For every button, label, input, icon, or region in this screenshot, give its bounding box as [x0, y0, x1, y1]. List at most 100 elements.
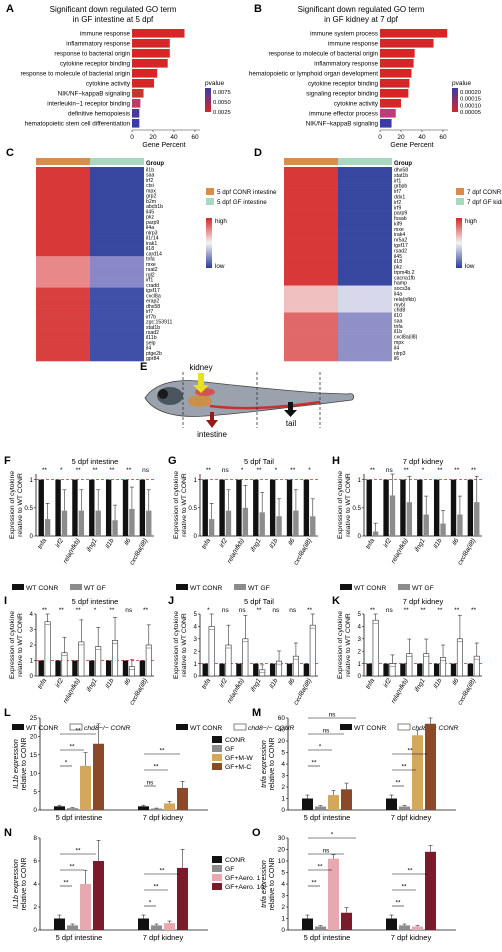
- y-tick-label: 5: [281, 870, 285, 877]
- legend-label: GF+M-C: [225, 764, 251, 771]
- heatmap-cell: [90, 340, 144, 346]
- heatmap-cell: [90, 324, 144, 330]
- heatmap-cell: [90, 308, 144, 315]
- bar: [386, 918, 397, 930]
- bar-control: [122, 660, 129, 676]
- x-axis-label: Gene Percent: [390, 142, 433, 149]
- bar: [54, 918, 65, 930]
- y-axis-label: Expression of cytokine: [9, 611, 16, 679]
- significance-label: **: [454, 467, 460, 474]
- heatmap-cell: [284, 220, 338, 227]
- heatmap-cell: [90, 250, 144, 257]
- go-bar: [380, 69, 412, 78]
- heatmap-cell: [338, 172, 392, 179]
- scale-colorbar: [206, 218, 212, 268]
- heatmap-cell: [284, 215, 338, 222]
- chart-title: Significant down regulated GO term: [298, 5, 425, 14]
- legend-swatch: [12, 584, 24, 590]
- bar: [412, 735, 423, 810]
- y-tick-label: 0: [30, 533, 34, 540]
- gene-tick-label: tnfa: [37, 537, 49, 550]
- significance-label: **: [75, 848, 81, 855]
- x-axis-label: Gene Percent: [142, 142, 185, 149]
- significance-label: **: [454, 607, 460, 614]
- bar: [164, 923, 175, 930]
- x-tick-label: 60: [439, 134, 447, 141]
- heatmap-cell: [284, 264, 338, 270]
- heatmap-cell: [36, 292, 90, 299]
- heatmap-cell: [90, 298, 144, 304]
- heatmap-cell: [284, 307, 338, 313]
- y-tick-label: 25: [30, 715, 38, 722]
- significance-label: ns: [222, 467, 230, 474]
- heatmap-cell: [284, 355, 338, 362]
- significance-label: **: [370, 467, 376, 474]
- gene-label: il11b: [146, 335, 157, 341]
- heatmap-cell: [338, 274, 392, 281]
- significance-label: **: [59, 607, 65, 614]
- heatmap-cell: [284, 290, 338, 297]
- gene-label: irak1: [146, 241, 157, 247]
- chart-title: in GF kidney at 7 dpf: [324, 15, 399, 24]
- y-axis-label: tnfa expression: [261, 740, 268, 788]
- bar-control: [400, 479, 406, 536]
- go-bar: [380, 49, 415, 58]
- heatmap-cell: [338, 280, 392, 286]
- y-tick-label: 20: [278, 847, 286, 854]
- scale-low: low: [215, 263, 225, 270]
- bar-control: [303, 479, 310, 536]
- heatmap-cell: [338, 199, 392, 206]
- heatmap-cell: [36, 334, 90, 341]
- gene-label: tnfa: [394, 324, 403, 330]
- bar-control: [202, 663, 208, 676]
- panel-letter: O: [252, 827, 261, 839]
- gene-label: nr5a2: [394, 238, 407, 244]
- y-axis-label: Expression of cytokine: [173, 471, 180, 539]
- bar-treatment: [293, 510, 299, 536]
- gene-label: il1b: [146, 167, 154, 173]
- bar-treatment: [61, 510, 68, 536]
- legend-swatch: [233, 723, 247, 731]
- chart-title: 7 dpf kidney: [403, 457, 444, 466]
- gene-label: trpm4b.2: [394, 270, 415, 276]
- bar-control: [55, 660, 61, 676]
- heatmap-cell: [36, 208, 90, 215]
- gene-label: il4a: [146, 225, 154, 231]
- significance-label: *: [319, 744, 322, 751]
- gene-label: il45: [394, 254, 402, 260]
- gene-tick-label: ifng1: [250, 537, 263, 553]
- significance-label: **: [69, 864, 75, 871]
- significance-label: ns: [125, 607, 133, 614]
- panel-letter: K: [332, 595, 340, 607]
- heatmap-cell: [36, 229, 90, 236]
- legend-swatch: [69, 723, 83, 731]
- gene-label: selp: [146, 340, 156, 346]
- heatmap-cell: [284, 183, 338, 189]
- bar: [93, 743, 104, 810]
- panel-letter: F: [4, 455, 11, 467]
- legend-label: GF: [225, 866, 234, 873]
- bar-treatment: [129, 508, 135, 536]
- heatmap-cell: [90, 177, 144, 184]
- bar: [67, 808, 78, 810]
- heatmap-cell: [36, 172, 90, 178]
- heatmap-cell: [36, 282, 90, 288]
- gene-tick-label: irf2: [382, 677, 393, 689]
- bar-control: [269, 479, 276, 536]
- significance-label: **: [395, 900, 401, 907]
- legend-swatch: [212, 745, 222, 752]
- significance-label: **: [407, 748, 413, 755]
- panel-letter: D: [254, 147, 262, 159]
- significance-label: *: [149, 900, 152, 907]
- go-bar: [380, 79, 410, 88]
- gene-label: mxe: [394, 227, 404, 233]
- x-tick-label: 40: [170, 134, 178, 141]
- y-axis-label: relative to WT CONR: [17, 613, 24, 677]
- go-bar: [132, 109, 140, 118]
- y-tick-label: 5: [281, 750, 285, 757]
- legend-title: pvalue: [205, 80, 225, 87]
- significance-label: **: [401, 764, 407, 771]
- go-bar: [132, 69, 158, 78]
- y-tick-label: 2: [194, 648, 198, 655]
